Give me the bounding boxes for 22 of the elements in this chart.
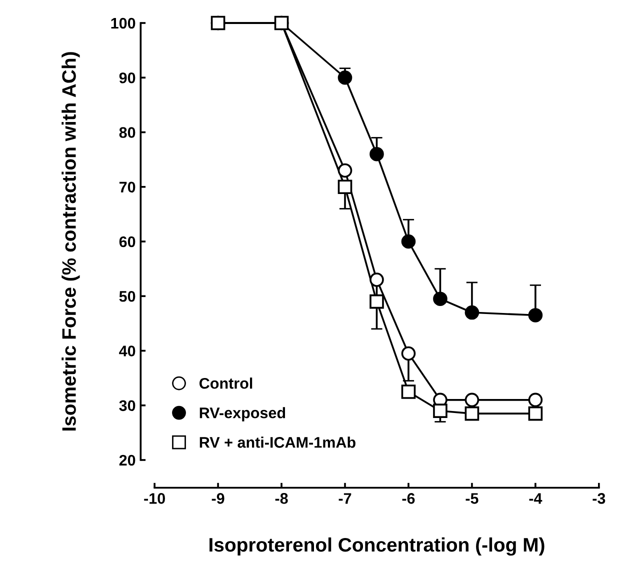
x-tick-label: -4 — [529, 493, 542, 504]
y-tick-label: 20 — [119, 454, 136, 466]
x-tick-label: -8 — [275, 493, 288, 504]
x-tick-label: -10 — [144, 493, 165, 504]
x-tick-label: -9 — [212, 493, 224, 504]
y-tick-label: 50 — [119, 290, 136, 302]
legend-label: Control — [199, 378, 252, 389]
x-tick-label: -5 — [466, 493, 478, 504]
x-tick-label: -7 — [338, 493, 352, 504]
x-tick-label: -3 — [592, 493, 606, 504]
y-tick-label: 30 — [119, 400, 136, 412]
legend-label: RV-exposed — [200, 407, 286, 422]
y-tick-label: 80 — [119, 127, 136, 138]
y-tick-label: 100 — [111, 18, 136, 29]
x-tick-label: -6 — [402, 493, 415, 504]
y-axis-title: Isometric Force (% contraction with ACh) — [62, 52, 80, 431]
y-tick-label: 70 — [119, 182, 136, 193]
x-axis-title: Isoproterenol Concentration (-log M) — [210, 537, 544, 556]
y-tick-label: 90 — [119, 72, 136, 84]
legend-label: RV + anti-ICAM-1mAb — [200, 436, 356, 448]
y-tick-label: 40 — [119, 346, 136, 356]
y-tick-label: 60 — [119, 236, 136, 248]
